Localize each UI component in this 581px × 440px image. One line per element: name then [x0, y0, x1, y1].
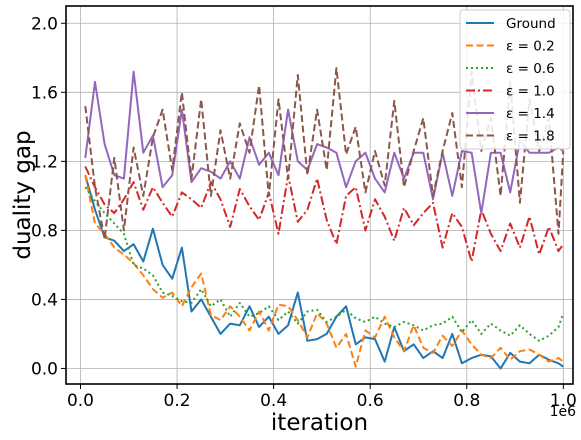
series-line-4: [84, 70, 564, 215]
legend-label: ε = 1.0: [506, 84, 555, 100]
legend-label: Ground: [506, 16, 556, 32]
x-axis-offset-label: 1e6: [550, 404, 577, 420]
y-tick-label: 2.0: [31, 14, 58, 34]
y-axis-label: duality gap: [10, 130, 36, 259]
x-tick-label: 0.4: [260, 391, 287, 411]
x-tick-label: 0.0: [67, 391, 94, 411]
y-tick-label: 0.0: [31, 359, 58, 379]
legend-label: ε = 0.6: [506, 61, 555, 77]
y-tick-label: 1.2: [31, 152, 58, 172]
x-tick-label: 0.2: [164, 391, 191, 411]
series-line-1: [84, 175, 564, 368]
x-tick-label: 0.8: [453, 391, 480, 411]
legend: Ground ε = 0.2 ε = 0.6 ε = 1.0 ε = 1.4 ε = 1.…: [459, 9, 571, 150]
series-line-0: [84, 174, 564, 370]
legend-label: ε = 0.2: [506, 39, 555, 55]
x-axis-label: iteration: [271, 410, 368, 436]
series-line-3: [84, 166, 565, 263]
y-tick-label: 1.6: [31, 83, 58, 103]
plot-area-frame: [65, 5, 574, 385]
x-tick-label: 0.6: [357, 391, 384, 411]
y-tick-label: 0.8: [31, 221, 58, 241]
x-tick-label: 1.0: [550, 391, 577, 411]
y-tick-label: 0.4: [31, 290, 58, 310]
series-line-2: [84, 186, 565, 342]
axis-ticks: 0.0 0.2 0.4 0.6 0.8 1.0 0.0 0.4 0.8 1.2 1.6 2.0: [31, 14, 577, 411]
legend-label: ε = 1.4: [506, 106, 555, 122]
legend-label: ε = 1.8: [506, 129, 555, 145]
